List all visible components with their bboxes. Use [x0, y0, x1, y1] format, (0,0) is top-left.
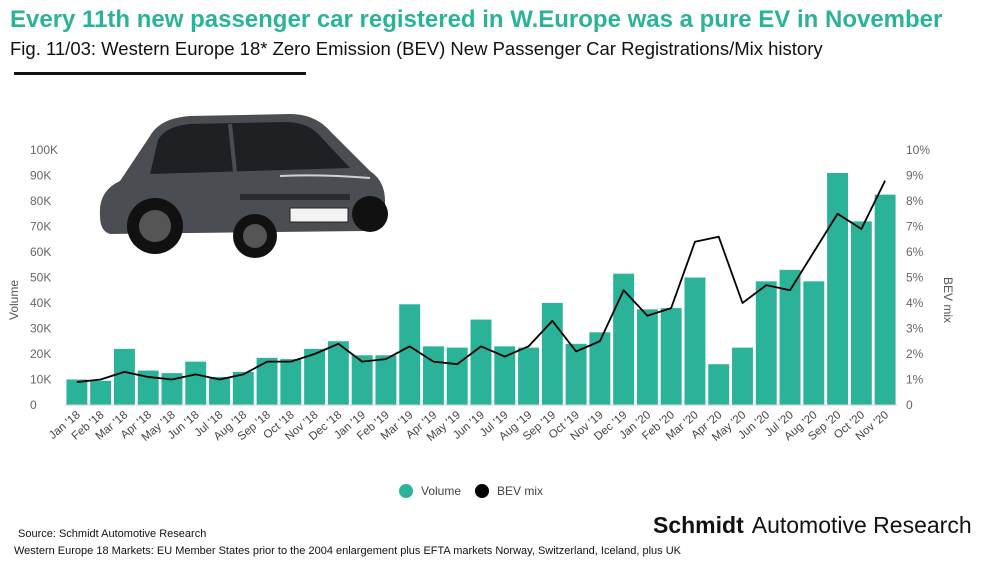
y-right-tick-label: 1% [906, 373, 924, 387]
bar [732, 347, 753, 405]
legend-bev-mix-label: BEV mix [497, 484, 543, 498]
y-right-tick-label: 6% [906, 245, 924, 259]
bar [137, 370, 159, 405]
brand-logo-text: Automotive Research [751, 512, 972, 538]
bar [541, 303, 563, 405]
y-left-tick-label: 20K [30, 347, 51, 361]
y-left-tick-label: 100K [30, 143, 58, 157]
y-left-tick-label: 70K [30, 220, 51, 234]
y-right-tick-label: 9% [906, 169, 924, 183]
bar [636, 309, 658, 405]
y-left-axis-title: Volume [7, 280, 21, 320]
legend-volume-label: Volume [421, 484, 461, 498]
y-left-tick-label: 0 [30, 398, 37, 412]
y-right-axis-title: BEV mix [941, 277, 955, 323]
bar [209, 376, 230, 405]
bar [708, 364, 730, 405]
y-right-tick-label: 3% [906, 322, 924, 336]
legend-volume-marker [399, 484, 413, 498]
markets-footnote: Western Europe 18 Markets: EU Member Sta… [14, 545, 682, 557]
bar [113, 348, 135, 405]
brand-logo: Schmidt Automotive Research [653, 512, 972, 539]
car-photo-icon [99, 114, 388, 258]
legend-bev-mix-marker [475, 484, 489, 498]
y-left-tick-label: 10K [30, 373, 51, 387]
bar [66, 379, 88, 405]
title-underline [14, 72, 306, 75]
bar [304, 348, 326, 405]
y-left-tick-label: 90K [30, 169, 51, 183]
bar [422, 346, 444, 405]
bar [399, 304, 421, 405]
bar [660, 308, 682, 405]
bar [185, 361, 207, 405]
bar [779, 269, 801, 405]
bar [256, 357, 278, 405]
bar [280, 359, 302, 405]
bar [684, 277, 706, 405]
bar [755, 281, 777, 405]
y-left-tick-label: 50K [30, 271, 51, 285]
bar [589, 332, 611, 405]
y-left-tick-label: 30K [30, 322, 51, 336]
bar [327, 341, 349, 405]
bar [803, 281, 825, 405]
chart-subtitle: Fig. 11/03: Western Europe 18* Zero Emis… [10, 38, 823, 59]
y-right-tick-label: 0 [906, 398, 913, 412]
bar [874, 194, 896, 405]
y-right-tick-label: 4% [906, 296, 924, 310]
chart-title: Every 11th new passenger car registered … [10, 6, 943, 33]
y-right-tick-label: 7% [906, 220, 924, 234]
bar [850, 221, 872, 405]
y-right-tick-label: 10% [906, 143, 930, 157]
bar [161, 373, 183, 405]
bar [351, 355, 373, 405]
bar [827, 172, 849, 405]
bar [470, 319, 492, 405]
bar [90, 380, 112, 405]
y-right-tick-label: 2% [906, 347, 924, 361]
y-left-tick-label: 40K [30, 296, 51, 310]
brand-logo-bold: Schmidt [653, 512, 744, 538]
y-right-tick-label: 5% [906, 271, 924, 285]
bev-mix-line [76, 180, 886, 383]
bar [613, 273, 635, 405]
bar [494, 346, 516, 405]
y-left-tick-label: 60K [30, 245, 51, 259]
bar [565, 343, 587, 405]
bar [232, 371, 254, 405]
bar [446, 347, 468, 405]
bar [375, 355, 397, 405]
y-left-tick-label: 80K [30, 194, 51, 208]
y-right-tick-label: 8% [906, 194, 924, 208]
source-note: Source: Schmidt Automotive Research [18, 528, 207, 540]
bar [518, 347, 540, 405]
